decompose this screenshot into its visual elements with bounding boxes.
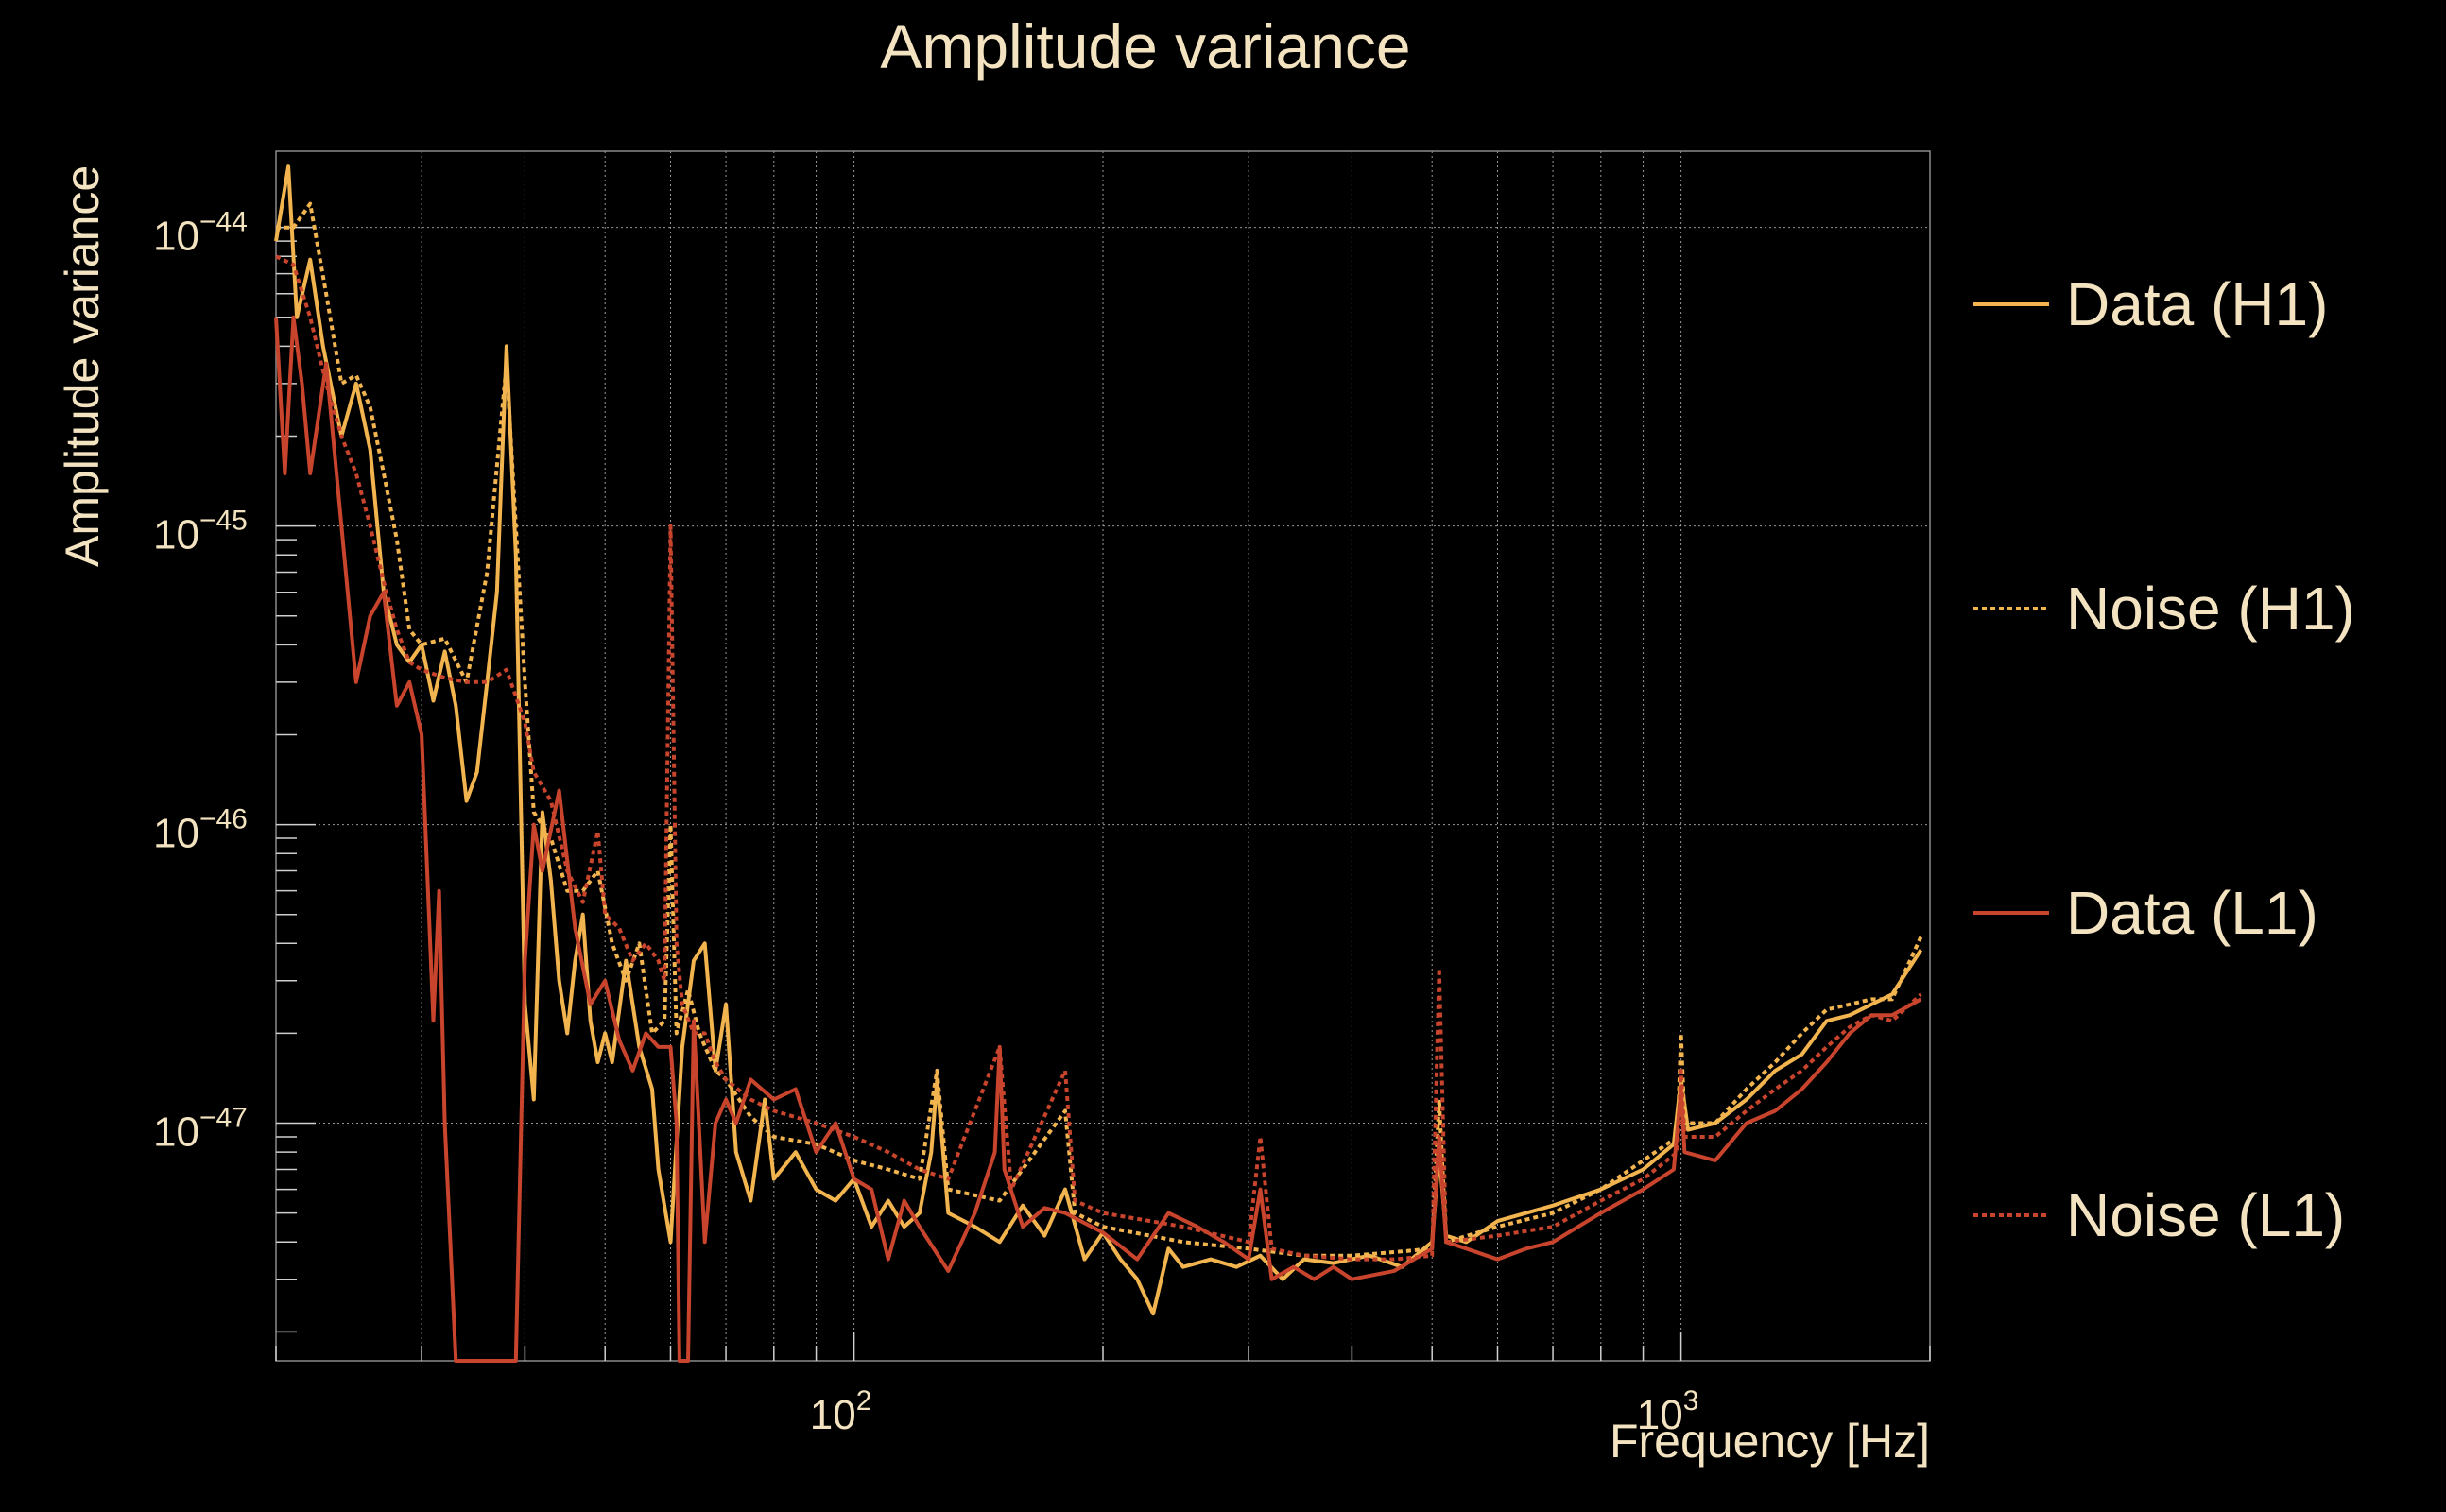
x-axis-label: Frequency [Hz] <box>1610 1415 1930 1468</box>
legend: Data (H1) Noise (H1) Data (L1) Noise (L1) <box>1973 270 2355 1249</box>
series-line-2 <box>276 201 1923 1258</box>
y-tick-label: 10−47 <box>153 1103 248 1156</box>
legend-label-4: Noise (L1) <box>2066 1181 2345 1249</box>
y-tick-label: 10−46 <box>153 804 248 857</box>
series-line-3 <box>274 315 1922 1363</box>
x-tick-label: 103 <box>1637 1385 1699 1438</box>
legend-label-2: Noise (H1) <box>2066 575 2355 643</box>
legend-label-3: Data (L1) <box>2066 879 2318 947</box>
series-line-4 <box>275 254 1922 1262</box>
tick-labels: 102 103 10−44 10−45 10−46 10−47 <box>153 207 1698 1438</box>
series-group <box>274 164 1923 1363</box>
x-tick-label: 102 <box>810 1385 872 1438</box>
y-axis-label: Amplitude variance <box>56 165 109 567</box>
chart-title: Amplitude variance <box>880 11 1410 81</box>
legend-label-1: Data (H1) <box>2066 270 2328 338</box>
y-tick-label: 10−44 <box>153 207 248 260</box>
axis-ticks <box>275 226 1931 1361</box>
y-tick-label: 10−45 <box>153 506 248 558</box>
